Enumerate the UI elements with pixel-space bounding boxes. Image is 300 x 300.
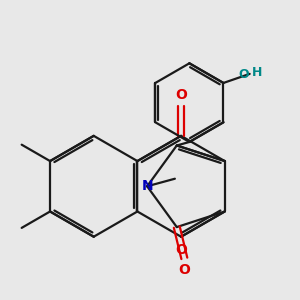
Text: O: O [175,243,187,257]
Text: H: H [252,66,262,79]
Text: O: O [238,68,249,81]
Text: O: O [178,263,190,278]
Text: N: N [141,179,153,193]
Text: O: O [175,88,187,102]
